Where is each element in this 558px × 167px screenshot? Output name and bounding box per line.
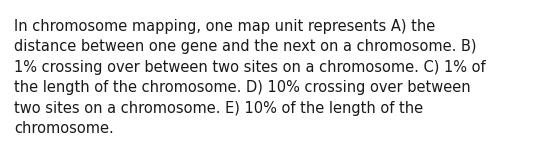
Text: In chromosome mapping, one map unit represents A) the
distance between one gene : In chromosome mapping, one map unit repr… bbox=[14, 19, 485, 136]
